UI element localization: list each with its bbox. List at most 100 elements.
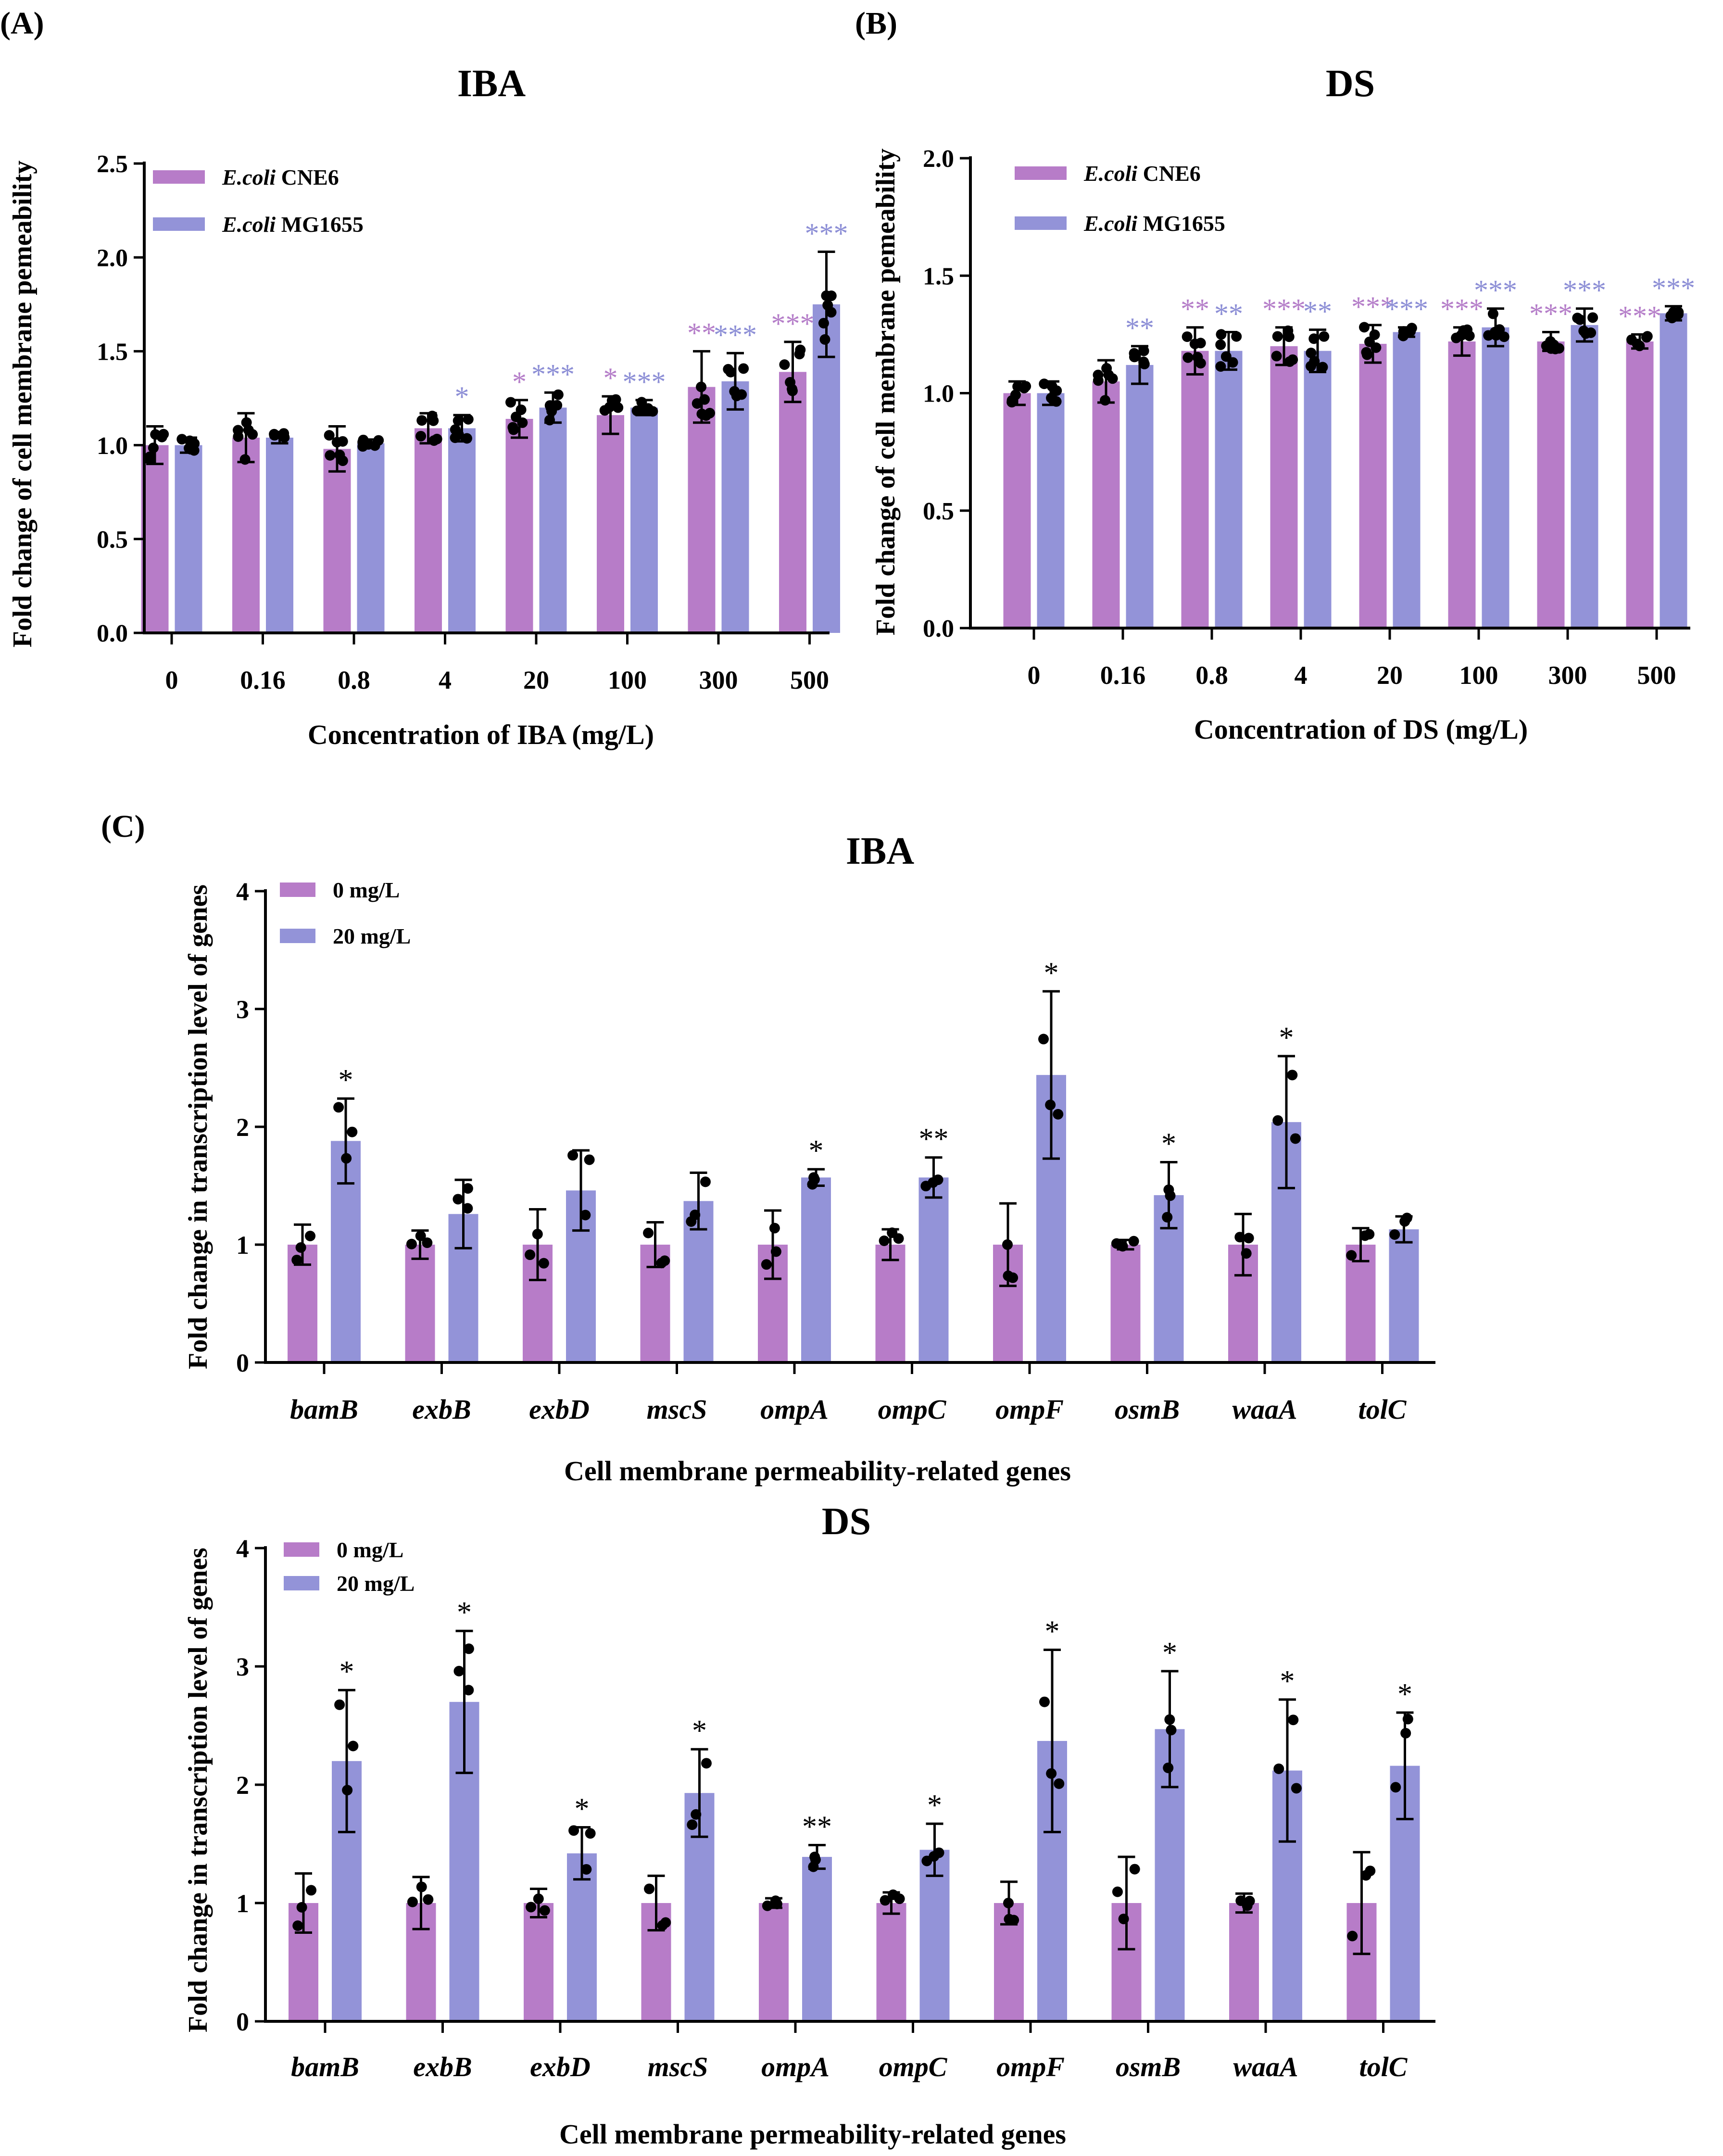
significance-marker: * — [1162, 1637, 1177, 1669]
bar-treated — [801, 1177, 831, 1362]
data-point — [691, 1809, 702, 1820]
significance-marker: *** — [531, 358, 575, 390]
significance-marker: * — [457, 1596, 472, 1629]
x-tick-label: 0.16 — [240, 666, 286, 694]
data-point — [701, 1758, 712, 1769]
bar-treated — [1215, 351, 1243, 628]
legend-swatch — [1015, 216, 1067, 230]
bar-treated — [448, 428, 476, 633]
y-tick-label: 1 — [236, 1231, 249, 1260]
legend-swatch — [280, 929, 315, 943]
data-point — [544, 415, 555, 426]
chart-title: DS — [822, 1500, 871, 1543]
data-point — [1234, 1232, 1245, 1243]
x-tick-label: exbD — [529, 1394, 590, 1425]
data-point — [1243, 1233, 1254, 1244]
y-tick-label: 3 — [236, 995, 249, 1024]
x-tick-label: exbD — [530, 2051, 591, 2082]
data-point — [1673, 307, 1684, 318]
legend-label: 20 mg/L — [333, 924, 411, 948]
bar-treated — [919, 1850, 950, 2021]
data-point — [525, 1249, 536, 1261]
data-point — [1053, 1109, 1064, 1120]
data-point — [1498, 331, 1509, 342]
data-point — [1283, 331, 1295, 342]
data-point — [1272, 331, 1283, 342]
data-point — [347, 1126, 358, 1137]
significance-marker: ** — [1214, 298, 1243, 329]
data-point — [415, 1230, 426, 1241]
bar-treated — [802, 1857, 832, 2021]
data-point — [643, 1227, 654, 1238]
data-point — [686, 1216, 697, 1227]
data-point — [233, 425, 244, 436]
significance-marker: *** — [1262, 293, 1306, 325]
x-tick-label: ompF — [995, 1394, 1064, 1425]
data-point — [1093, 369, 1104, 380]
legend-swatch — [284, 1542, 319, 1557]
legend-label-text: 20 mg/L — [333, 924, 411, 948]
significance-marker: * — [1045, 1615, 1060, 1648]
bar-control — [505, 418, 533, 633]
significance-marker: *** — [1351, 291, 1395, 323]
data-point — [150, 429, 161, 440]
x-tick-label: bamB — [291, 2051, 359, 2082]
significance-marker: *** — [1652, 272, 1695, 304]
data-point — [826, 290, 837, 302]
significance-marker: ** — [919, 1123, 949, 1156]
bar-control — [1270, 346, 1298, 628]
data-point — [731, 391, 742, 402]
data-point — [507, 422, 518, 433]
data-point — [1003, 1897, 1014, 1908]
data-point — [1164, 1714, 1175, 1725]
data-point — [1129, 348, 1140, 359]
bar-control — [779, 372, 806, 633]
x-tick-label: tolC — [1358, 1394, 1407, 1425]
data-point — [687, 1819, 698, 1830]
y-tick-label: 4 — [236, 1534, 249, 1563]
data-point — [888, 1889, 899, 1900]
bar-control — [1110, 1245, 1141, 1362]
data-point — [771, 1899, 782, 1910]
legend-label: E.coli CNE6 — [222, 165, 339, 189]
data-point — [647, 406, 658, 417]
data-point — [292, 1920, 303, 1931]
x-tick-label: 300 — [699, 666, 738, 694]
y-tick-label: 0.5 — [923, 498, 954, 525]
y-tick-label: 1.5 — [923, 263, 954, 290]
bar-control — [1181, 351, 1209, 628]
y-tick-label: 2.5 — [97, 151, 128, 178]
y-tick-label: 0.0 — [97, 620, 128, 647]
significance-marker: * — [1279, 1021, 1294, 1054]
data-point — [1288, 1715, 1299, 1726]
bar-treated — [1482, 327, 1509, 628]
data-point — [762, 1900, 773, 1911]
data-point — [1235, 1895, 1246, 1906]
data-point — [453, 1665, 465, 1677]
data-point — [462, 1183, 473, 1194]
data-point — [1220, 351, 1232, 362]
data-point — [511, 411, 522, 422]
data-point — [1118, 1914, 1129, 1925]
significance-marker: * — [1161, 1128, 1176, 1160]
y-tick-label: 1.0 — [923, 380, 954, 408]
x-tick-label: 0.8 — [1195, 661, 1228, 690]
data-point — [1358, 322, 1370, 333]
significance-marker: * — [809, 1135, 824, 1167]
data-point — [1244, 1895, 1255, 1906]
data-point — [826, 307, 837, 318]
y-tick-label: 3 — [236, 1652, 249, 1681]
bar-control — [1359, 343, 1387, 628]
legend-label-text: CNE6 — [1137, 161, 1201, 186]
data-point — [239, 454, 251, 465]
data-point — [325, 450, 336, 461]
data-point — [704, 408, 715, 419]
data-point — [1491, 330, 1502, 341]
data-point — [305, 1231, 316, 1242]
data-point — [879, 1235, 890, 1246]
data-point — [544, 400, 555, 411]
bar-treated — [1037, 393, 1065, 628]
y-tick-label: 2 — [236, 1771, 249, 1800]
legend-label-text: 20 mg/L — [337, 1571, 415, 1596]
